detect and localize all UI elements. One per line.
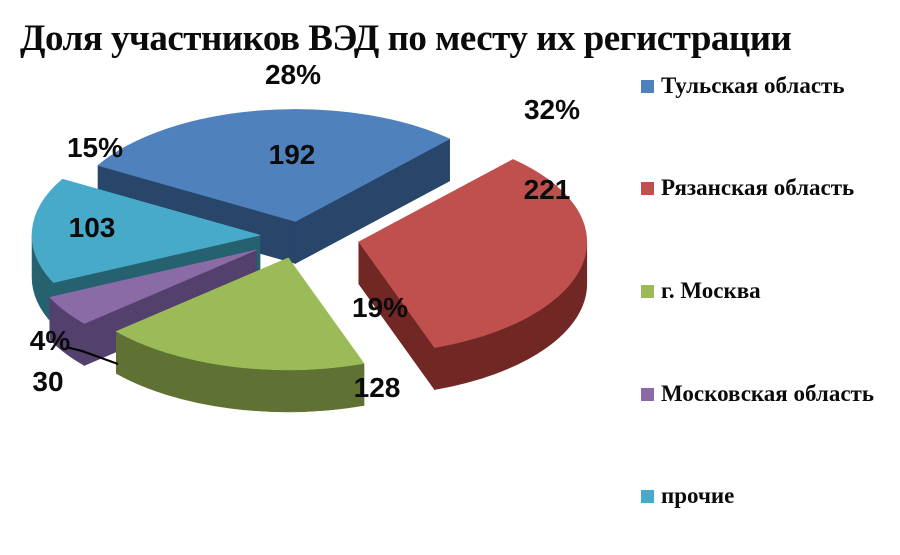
slice-percent-label: 15%: [66, 132, 124, 163]
slice-value-label: 192: [268, 139, 316, 170]
chart-title: Доля участников ВЭД по месту их регистра…: [20, 18, 792, 59]
legend-label: Тульская область: [661, 73, 845, 98]
pie-slice-1: [358, 159, 588, 391]
legend-label: Московская область: [661, 381, 874, 406]
slice-percent-label: 32%: [523, 94, 581, 125]
slice-value-label: 128: [353, 372, 401, 403]
slice-percent-label: 4%: [29, 325, 71, 356]
legend-item-moskovskaya: Московская область: [641, 381, 874, 407]
legend-label: прочие: [661, 483, 735, 508]
leader-line: [65, 346, 119, 365]
legend-swatch-icon: [641, 79, 654, 93]
legend-item-moskva: г. Москва: [641, 278, 761, 304]
pie-slice-2: [115, 257, 365, 413]
slice-value-label: 221: [523, 174, 571, 205]
legend-label: г. Москва: [661, 278, 761, 303]
legend-swatch-icon: [641, 387, 654, 401]
legend-label: Рязанская область: [661, 175, 855, 200]
pie-slices: [31, 109, 588, 413]
slice-value-label: 30: [32, 366, 64, 397]
legend-item-ryazanskaya: Рязанская область: [641, 175, 854, 201]
legend-swatch-icon: [641, 181, 654, 195]
legend-item-tulskaya: Тульская область: [641, 73, 845, 99]
slice-percent-label: 28%: [264, 59, 322, 90]
legend-swatch-icon: [641, 284, 654, 298]
slice-value-label: 103: [68, 212, 116, 243]
legend-item-prochie: прочие: [641, 483, 734, 509]
slice-percent-label: 19%: [351, 292, 409, 323]
legend-swatch-icon: [641, 489, 654, 503]
